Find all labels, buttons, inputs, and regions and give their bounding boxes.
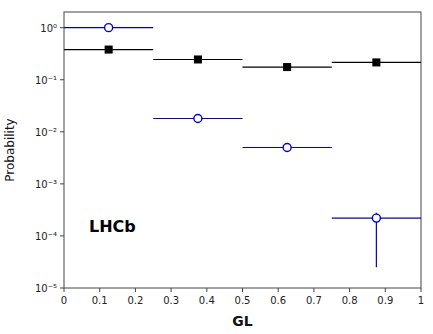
x-tick-label: 0.1	[92, 295, 108, 306]
plot-area	[64, 24, 421, 268]
x-tick	[64, 288, 65, 292]
plot-frame	[64, 12, 421, 288]
y-tick	[60, 79, 64, 80]
x-tick-label: 0.4	[199, 295, 215, 306]
chart: 0 0.1 0.2 0.3 0.4 0.5 0.6 0.7 0.8 0.9 1 10⁻⁵ 10⁻⁴ 10⁻…	[0, 0, 433, 334]
y-tick	[60, 235, 64, 236]
x-tick	[385, 288, 386, 292]
series	[64, 24, 421, 268]
x-tick	[206, 288, 207, 292]
x-tick	[99, 288, 100, 292]
x-tick	[313, 288, 314, 292]
x-tick-label: 0.9	[377, 295, 393, 306]
y-tick-label: 10⁰	[40, 23, 57, 34]
y-tick	[60, 183, 64, 184]
x-tick-label: 1	[418, 295, 424, 306]
x-tick	[135, 288, 136, 292]
y-tick	[60, 288, 64, 289]
point	[373, 59, 380, 66]
point	[194, 115, 202, 123]
x-tick-label: 0.5	[235, 295, 251, 306]
x-tick-label: 0.6	[270, 295, 286, 306]
y-tick-label: 10⁻³	[35, 179, 57, 190]
y-tick-label: 10⁻¹	[35, 75, 57, 86]
y-tick	[60, 27, 64, 28]
x-tick-label: 0.3	[163, 295, 179, 306]
x-tick	[421, 288, 422, 292]
x-tick	[349, 288, 350, 292]
annotation: LHCb	[89, 217, 136, 236]
y-tick-label: 10⁻⁴	[35, 231, 57, 242]
y-axis-label: Probability	[3, 118, 17, 181]
series	[64, 46, 421, 71]
y-tick	[60, 131, 64, 132]
x-tick-label: 0	[61, 295, 67, 306]
x-tick-label: 0.8	[342, 295, 358, 306]
x-tick-label: 0.2	[127, 295, 143, 306]
x-tick	[171, 288, 172, 292]
x-tick	[278, 288, 279, 292]
point	[283, 143, 291, 151]
point	[105, 46, 112, 53]
point	[105, 24, 113, 32]
x-axis-label: GL	[232, 313, 252, 329]
y-tick-label: 10⁻⁵	[35, 283, 57, 294]
y-tick-label: 10⁻²	[35, 127, 57, 138]
x-tick-label: 0.7	[306, 295, 322, 306]
point	[284, 64, 291, 71]
x-tick	[242, 288, 243, 292]
point	[372, 214, 380, 222]
point	[194, 56, 201, 63]
